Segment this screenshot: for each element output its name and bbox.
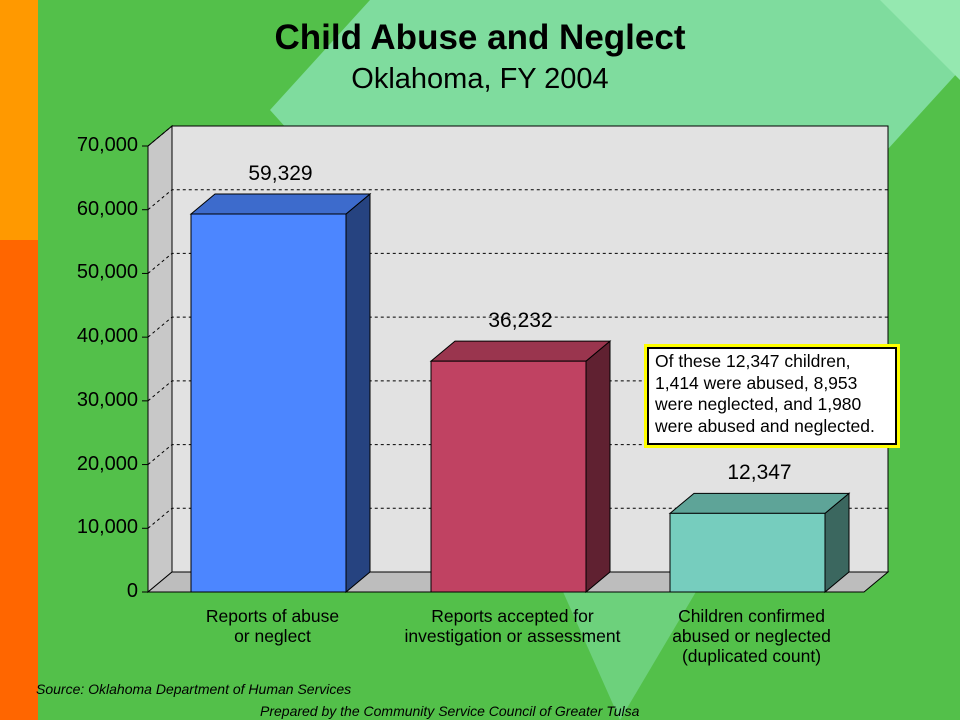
gridline xyxy=(147,380,888,402)
annotation-line: were abused and neglected. xyxy=(655,415,875,436)
bar-value-label: 59,329 xyxy=(248,161,313,185)
x-category-label: Reports accepted for investigation or ass… xyxy=(378,606,648,646)
x-category-label-line: (duplicated count) xyxy=(681,646,822,666)
x-category-label-line: abused or neglected xyxy=(672,626,831,646)
y-tick-label: 50,000 xyxy=(76,261,138,284)
y-tick-label: 40,000 xyxy=(76,325,138,348)
bar-top xyxy=(668,492,851,514)
left-strip-bottom xyxy=(0,240,38,720)
x-category-label-line: Reports of abuse xyxy=(205,606,340,626)
x-category-label: Children confirmed abused or neglected (du… xyxy=(617,606,887,666)
gridline xyxy=(147,189,888,211)
y-tick-label: 20,000 xyxy=(76,452,138,475)
x-category-label-line: or neglect xyxy=(234,626,311,646)
bar-side xyxy=(585,340,611,594)
chart-subtitle: Oklahoma, FY 2004 xyxy=(351,63,609,95)
y-tick-label: 60,000 xyxy=(76,197,138,220)
bar-side xyxy=(345,192,371,594)
annotation-line: were neglected, and 1,980 xyxy=(655,394,862,414)
chart-title: Child Abuse and Neglect xyxy=(274,18,686,57)
y-tick-label: 30,000 xyxy=(76,388,138,411)
gridline xyxy=(147,316,888,338)
bar-top xyxy=(429,340,612,362)
bar xyxy=(669,512,826,593)
bar-value-label: 12,347 xyxy=(727,461,792,485)
bar-top xyxy=(189,193,372,215)
x-category-label: Reports of abuse or neglect xyxy=(138,606,408,646)
gridline xyxy=(147,507,888,529)
background-corner xyxy=(880,0,960,80)
annotation-line: Of these 12,347 children, xyxy=(655,351,851,371)
annotation-line: 1,414 were abused, 8,953 xyxy=(655,372,858,393)
left-strip-top xyxy=(0,0,38,240)
y-tick-label: 0 xyxy=(126,580,138,602)
bar-value-label: 36,232 xyxy=(488,309,553,333)
x-category-label-line: Children confirmed xyxy=(678,606,825,626)
x-category-label-line: Reports accepted for xyxy=(431,606,594,626)
source-note: Source: Oklahoma Department of Human Ser… xyxy=(36,681,352,697)
plot-side-wall xyxy=(147,124,173,594)
y-tick-label: 70,000 xyxy=(76,134,138,156)
gridline xyxy=(147,444,888,465)
background-lower-diamond xyxy=(560,585,700,720)
bar xyxy=(430,360,587,593)
gridline xyxy=(147,252,888,274)
prepared-by-note: Prepared by the Community Service Counci… xyxy=(260,703,640,719)
annotation-box: Of these 12,347 children, 1,414 were abus… xyxy=(647,347,897,445)
y-tick-label: 10,000 xyxy=(76,516,138,539)
bar xyxy=(190,213,347,593)
x-category-label-line: investigation or assessment xyxy=(404,626,621,646)
gridline xyxy=(147,125,888,147)
